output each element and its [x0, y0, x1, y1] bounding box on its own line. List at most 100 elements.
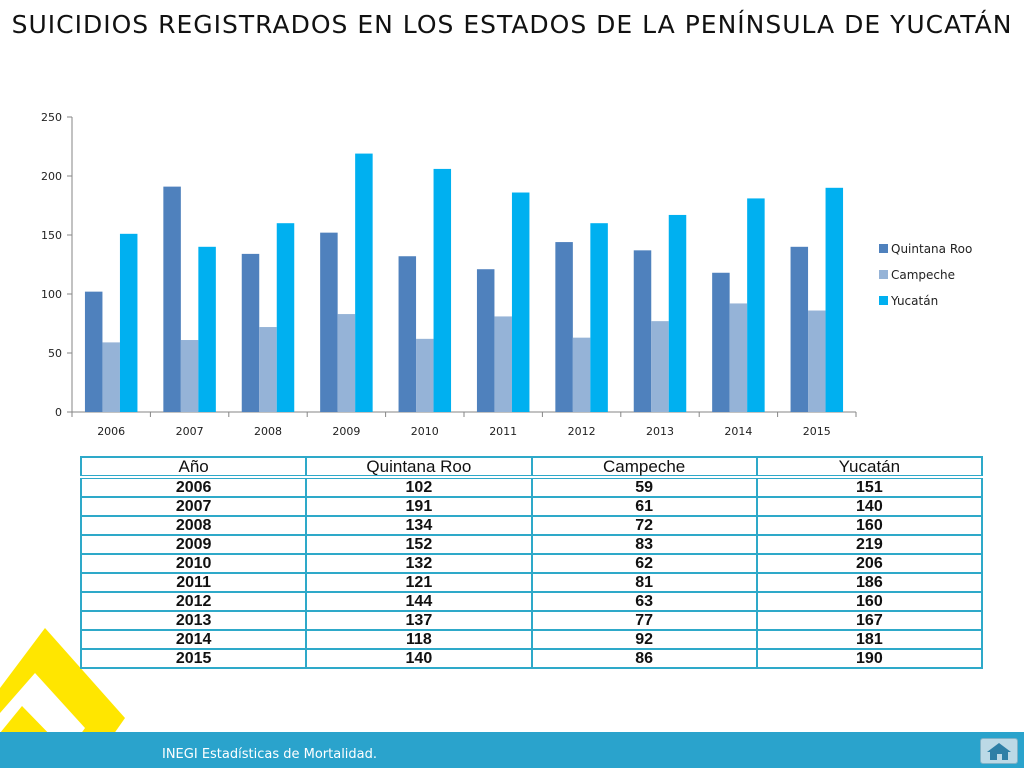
table-cell: 121	[305, 572, 533, 593]
table-row: 2012 144 63 160	[79, 591, 984, 612]
table-cell: 63	[530, 591, 758, 612]
bar-quintana-roo-2015	[790, 246, 809, 412]
table-header-cell: Quintana Roo	[305, 456, 533, 479]
bar-yucat-n-2008	[276, 223, 295, 412]
y-tick-label: 100	[41, 288, 62, 301]
bar-quintana-roo-2007	[163, 186, 181, 412]
bar-yucat-n-2011	[511, 192, 530, 412]
x-tick-label: 2006	[97, 425, 125, 438]
legend-label-2: Yucatán	[890, 294, 938, 308]
table-cell: 2013	[79, 610, 308, 631]
bar-quintana-roo-2008	[241, 253, 260, 412]
table-cell: 2007	[79, 496, 308, 517]
table-cell: 2008	[79, 515, 308, 536]
table-header-cell: Yucatán	[755, 456, 984, 479]
x-tick-label: 2012	[568, 425, 596, 438]
legend-label-0: Quintana Roo	[891, 242, 972, 256]
data-table: Año Quintana Roo Campeche Yucatán 2006 102 59…	[79, 456, 984, 669]
table-row: 2006 102 59 151	[79, 476, 984, 498]
bar-quintana-roo-2014	[712, 272, 730, 412]
bar-campeche-2011	[494, 316, 512, 412]
home-button[interactable]	[980, 738, 1018, 764]
bar-yucat-n-2012	[590, 223, 608, 412]
bar-campeche-2012	[572, 337, 591, 412]
bar-campeche-2015	[808, 310, 826, 412]
table-cell: 134	[305, 515, 533, 536]
bar-quintana-roo-2011	[476, 269, 495, 412]
bar-campeche-2013	[651, 321, 669, 412]
table-cell: 206	[755, 553, 984, 574]
bar-quintana-roo-2009	[320, 232, 338, 412]
bar-campeche-2006	[102, 342, 120, 412]
table-header-row: Año Quintana Roo Campeche Yucatán	[79, 456, 984, 479]
bar-campeche-2009	[337, 314, 356, 412]
table-cell: 167	[755, 610, 984, 631]
table-cell: 81	[530, 572, 758, 593]
table-row: 2010 132 62 206	[79, 553, 984, 574]
x-tick-label: 2008	[254, 425, 282, 438]
bar-quintana-roo-2006	[84, 291, 103, 412]
table-cell: 83	[530, 534, 758, 555]
table-cell: 160	[755, 515, 984, 536]
bar-yucat-n-2010	[433, 168, 452, 412]
table-cell: 152	[305, 534, 533, 555]
table-cell: 62	[530, 553, 758, 574]
table-cell: 118	[305, 629, 533, 650]
bar-campeche-2010	[416, 338, 434, 412]
table-cell: 2012	[79, 591, 308, 612]
bar-yucat-n-2013	[668, 214, 687, 412]
footer-source-text: INEGI Estadísticas de Mortalidad.	[162, 747, 378, 762]
bar-quintana-roo-2012	[555, 242, 573, 412]
legend-swatch-0	[879, 244, 888, 253]
x-tick-label: 2007	[176, 425, 204, 438]
x-tick-label: 2015	[803, 425, 831, 438]
table-row: 2013 137 77 167	[79, 610, 984, 631]
table-row: 2009 152 83 219	[79, 534, 984, 555]
table-cell: 61	[530, 496, 758, 517]
table-cell: 144	[305, 591, 533, 612]
table-cell: 2010	[79, 553, 308, 574]
legend-swatch-2	[879, 296, 888, 305]
table-row: 2011 121 81 186	[79, 572, 984, 593]
table-cell: 2015	[79, 648, 308, 669]
table-cell: 140	[755, 496, 984, 517]
bar-quintana-roo-2010	[398, 256, 417, 412]
y-tick-label: 0	[55, 406, 62, 419]
table-row: 2014 118 92 181	[79, 629, 984, 650]
y-tick-label: 250	[41, 111, 62, 124]
bar-chart: 0 50 100 150 200 250 2006 2007 2008 2009 2010 2011 2…	[41, 111, 972, 438]
x-tick-label: 2010	[411, 425, 439, 438]
table-cell: 191	[305, 496, 533, 517]
bar-yucat-n-2014	[747, 198, 765, 412]
y-tick-label: 200	[41, 170, 62, 183]
page-title: SUICIDIOS REGISTRADOS EN LOS ESTADOS DE …	[11, 10, 1013, 39]
bar-quintana-roo-2013	[633, 250, 652, 412]
table-cell: 132	[305, 553, 533, 574]
table-cell: 151	[755, 476, 984, 498]
legend: Quintana Roo Campeche Yucatán	[879, 242, 972, 308]
x-tick-label: 2014	[724, 425, 752, 438]
bar-yucat-n-2007	[198, 246, 216, 412]
table-cell: 160	[755, 591, 984, 612]
table-body: 2006 102 59 151 2007 191 61 140 2008 134 72 160 2009…	[79, 476, 984, 669]
home-icon	[987, 743, 1011, 760]
table-cell: 2014	[79, 629, 308, 650]
table-cell: 219	[755, 534, 984, 555]
bar-yucat-n-2009	[355, 153, 373, 412]
table-cell: 72	[530, 515, 758, 536]
table-cell: 102	[305, 476, 533, 498]
table-header-cell: Año	[79, 456, 308, 479]
x-tick-label: 2009	[332, 425, 360, 438]
table-row: 2015 140 86 190	[79, 648, 984, 669]
table-cell: 59	[530, 476, 758, 498]
bar-campeche-2014	[729, 303, 748, 412]
y-tick-label: 150	[41, 229, 62, 242]
x-tick-label: 2011	[489, 425, 517, 438]
bar-campeche-2008	[259, 327, 277, 412]
table-cell: 2006	[79, 476, 308, 498]
table-row: 2007 191 61 140	[79, 496, 984, 517]
table-cell: 86	[530, 648, 758, 669]
table-cell: 181	[755, 629, 984, 650]
table-cell: 2009	[79, 534, 308, 555]
table-row: 2008 134 72 160	[79, 515, 984, 536]
